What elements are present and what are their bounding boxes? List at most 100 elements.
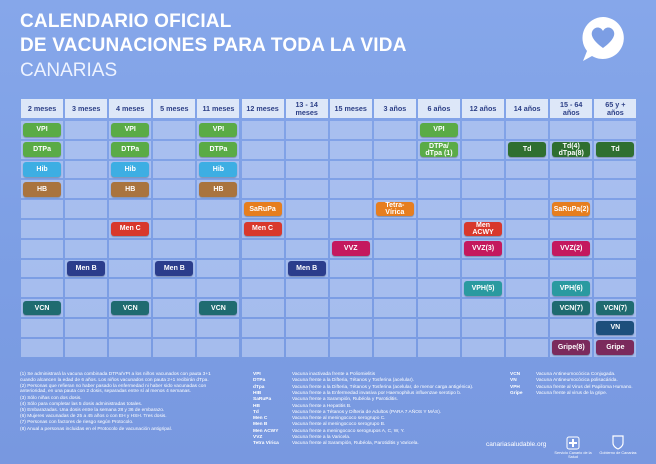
- vaccine-dose: VCN: [23, 300, 62, 316]
- schedule-slot: [417, 279, 460, 298]
- schedule-slot: [373, 299, 416, 317]
- schedule-slot: [285, 140, 328, 159]
- schedule-slot: [285, 200, 328, 218]
- schedule-slot: [241, 121, 284, 139]
- column-header: 11 meses: [197, 99, 240, 118]
- column-header: 14 años: [506, 99, 549, 118]
- vaccine-dose: SaRuPa(2): [552, 201, 591, 217]
- schedule-slot: [285, 121, 328, 139]
- abbreviation-description: Vacuna frente a Sarampión, Rubéola y Par…: [292, 397, 399, 403]
- footnote: (8) Anual a personas incluidas en el Pro…: [20, 426, 172, 432]
- vaccine-dose: Hib: [23, 162, 62, 177]
- column-header: 15 meses: [329, 99, 372, 118]
- schedule-slot: [153, 319, 196, 337]
- schedule-slot: [241, 259, 284, 278]
- vaccine-dose: Hib: [199, 162, 238, 177]
- column-header: 5 meses: [153, 99, 196, 118]
- schedule-slot: [506, 259, 549, 278]
- schedule-slot: [373, 279, 416, 298]
- vaccine-dose: VCN(7): [596, 300, 635, 316]
- abbreviation: HIB: [253, 390, 262, 396]
- schedule-slot: [550, 180, 593, 199]
- abbreviation: Men C: [253, 416, 268, 422]
- schedule-slot: [65, 220, 108, 238]
- schedule-slot: [506, 279, 549, 298]
- abbreviation-description: Vacuna frente a la Varicela.: [292, 435, 351, 440]
- abbreviation-description: Vacuna frente a Tétanos y Difteria de Ad…: [292, 409, 442, 415]
- schedule-slot: [417, 200, 460, 218]
- vaccine-dose: Men B: [287, 261, 326, 276]
- schedule-slot: [462, 200, 505, 218]
- schedule-slot: [109, 338, 152, 357]
- schedule-slot: [506, 160, 549, 179]
- logo-caption: Gobierno de Canarias: [599, 451, 637, 455]
- abbreviation-description: Vacuna frente al meningococo serogrupo C…: [292, 416, 386, 422]
- vaccine-dose: HB: [23, 181, 62, 197]
- schedule-slot: [197, 259, 240, 278]
- abbreviation: dTpa: [253, 384, 265, 390]
- vaccine-dose: Gripe: [596, 340, 635, 356]
- schedule-slot: [65, 121, 108, 139]
- schedule-slot: [197, 239, 240, 258]
- vaccine-dose: Td(4) dTpa(8): [552, 142, 591, 158]
- schedule-slot: [21, 220, 64, 238]
- schedule-slot: [153, 220, 196, 238]
- abbreviation-description: Vacuna frente al virus de la gripe.: [536, 390, 608, 396]
- schedule-slot: [594, 121, 637, 139]
- schedule-slot: [373, 220, 416, 238]
- column-header: 6 años: [417, 99, 460, 118]
- schedule-slot: [109, 279, 152, 298]
- schedule-slot: [373, 239, 416, 258]
- schedule-slot: [417, 338, 460, 357]
- schedule-slot: [285, 220, 328, 238]
- schedule-slot: [550, 121, 593, 139]
- vaccine-dose: VCN: [111, 300, 150, 316]
- schedule-slot: [373, 160, 416, 179]
- schedule-slot: [506, 220, 549, 238]
- vaccine-dose: DTPa/ dTpa (1): [419, 142, 458, 158]
- schedule-slot: [462, 259, 505, 278]
- vaccine-dose: Men ACWY: [464, 221, 503, 237]
- schedule-slot: [594, 239, 637, 258]
- abbreviation: Tetra Vírica: [253, 441, 279, 447]
- schedule-slot: [21, 279, 64, 298]
- vaccine-dose: Td: [508, 142, 547, 158]
- schedule-slot: [21, 239, 64, 258]
- schedule-slot: [329, 220, 372, 238]
- schedule-slot: [197, 200, 240, 218]
- schedule-slot: [65, 140, 108, 159]
- column-header: 2 meses: [21, 99, 64, 118]
- schedule-slot: [285, 180, 328, 199]
- schedule-slot: [417, 160, 460, 179]
- vaccine-dose: VPH(6): [552, 280, 591, 296]
- schedule-slot: [21, 338, 64, 357]
- schedule-slot: [21, 319, 64, 337]
- schedule-slot: [506, 338, 549, 357]
- abbreviation-description: Vacuna inactivada frente a Poliomielitis: [292, 372, 376, 377]
- vaccine-dose: SaRuPa: [243, 201, 282, 217]
- schedule-slot: [153, 279, 196, 298]
- schedule-slot: [373, 140, 416, 159]
- vaccine-dose: VN: [596, 320, 635, 336]
- abbreviation: Men B: [253, 422, 268, 428]
- schedule-slot: [65, 279, 108, 298]
- vaccine-dose: Men C: [243, 221, 282, 237]
- schedule-slot: [462, 121, 505, 139]
- vaccine-dose: VPH(5): [464, 280, 503, 296]
- region: CANARIAS: [20, 60, 118, 81]
- vaccine-dose: VCN: [199, 300, 238, 316]
- vaccine-dose: VPI: [199, 122, 238, 138]
- schedule-slot: [373, 319, 416, 337]
- schedule-slot: [506, 200, 549, 218]
- schedule-slot: [506, 180, 549, 199]
- column-header: 12 años: [462, 99, 505, 118]
- schedule-slot: [241, 319, 284, 337]
- schedule-slot: [329, 140, 372, 159]
- abbreviation: Men ACWY: [253, 428, 279, 434]
- logo-mark: [612, 435, 624, 450]
- schedule-slot: [329, 299, 372, 317]
- schedule-slot: [197, 220, 240, 238]
- schedule-slot: [65, 319, 108, 337]
- schedule-slot: [373, 121, 416, 139]
